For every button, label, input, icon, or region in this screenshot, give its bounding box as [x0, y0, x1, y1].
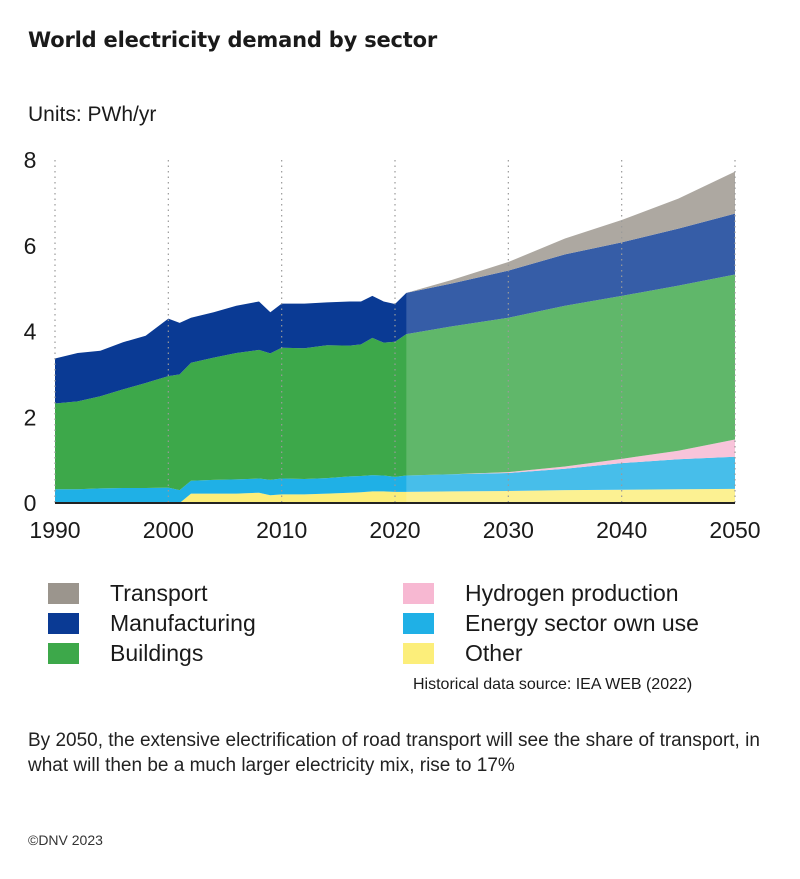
legend-item-energy-sector: Energy sector own use	[403, 608, 699, 638]
x-tick-label-1990: 1990	[29, 517, 80, 543]
legend-label-manufacturing: Manufacturing	[110, 609, 256, 636]
y-axis-ticks: 0 2 4 6 8	[24, 147, 37, 516]
legend-swatch-transport	[48, 582, 79, 604]
x-tick-label-2010: 2010	[256, 517, 307, 543]
legend-swatch-hydrogen	[403, 582, 434, 604]
caption-text: By 2050, the extensive electrification o…	[28, 730, 760, 776]
legend-item-hydrogen: Hydrogen production	[403, 578, 699, 608]
legend-item-manufacturing: Manufacturing	[48, 608, 256, 638]
y-tick-label-4: 4	[24, 319, 37, 345]
x-tick-label-2020: 2020	[369, 517, 420, 543]
gridlines	[54, 160, 736, 503]
forecast-region-overlay	[406, 160, 735, 503]
legend-left: Transport Manufacturing Buildings	[48, 578, 256, 668]
legend-swatch-energy-sector	[403, 612, 434, 634]
y-tick-label-2: 2	[24, 404, 37, 430]
area-buildings	[55, 274, 735, 491]
legend-label-hydrogen: Hydrogen production	[465, 579, 679, 606]
legend-label-other: Other	[465, 639, 523, 666]
stacked-area-chart: 0 2 4 6 8 1990 2000 2010 2020 2030 2040 2050	[24, 147, 761, 543]
x-tick-label-2030: 2030	[483, 517, 534, 543]
area-hydrogen-production	[55, 439, 735, 491]
x-axis-ticks: 1990 2000 2010 2020 2030 2040 2050	[29, 517, 760, 543]
legend-swatch-other	[403, 642, 434, 664]
x-tick-label-2040: 2040	[596, 517, 647, 543]
legend-label-transport: Transport	[110, 579, 208, 606]
data-source-note: Historical data source: IEA WEB (2022)	[413, 676, 693, 693]
legend-item-other: Other	[403, 638, 699, 668]
copyright-notice: ©DNV 2023	[28, 832, 103, 848]
legend-item-transport: Transport	[48, 578, 256, 608]
y-tick-label-6: 6	[24, 233, 37, 259]
units-label: Units: PWh/yr	[28, 103, 157, 126]
chart-title: World electricity demand by sector	[28, 28, 438, 52]
x-tick-label-2050: 2050	[709, 517, 760, 543]
y-tick-label-0: 0	[24, 490, 37, 516]
legend-label-buildings: Buildings	[110, 639, 204, 666]
legend-swatch-manufacturing	[48, 612, 79, 634]
legend-right: Hydrogen production Energy sector own us…	[403, 578, 699, 668]
x-tick-label-2000: 2000	[143, 517, 194, 543]
y-tick-label-8: 8	[24, 147, 37, 173]
legend-swatch-buildings	[48, 642, 79, 664]
legend-label-energy-sector: Energy sector own use	[465, 609, 699, 636]
legend-item-buildings: Buildings	[48, 638, 256, 668]
